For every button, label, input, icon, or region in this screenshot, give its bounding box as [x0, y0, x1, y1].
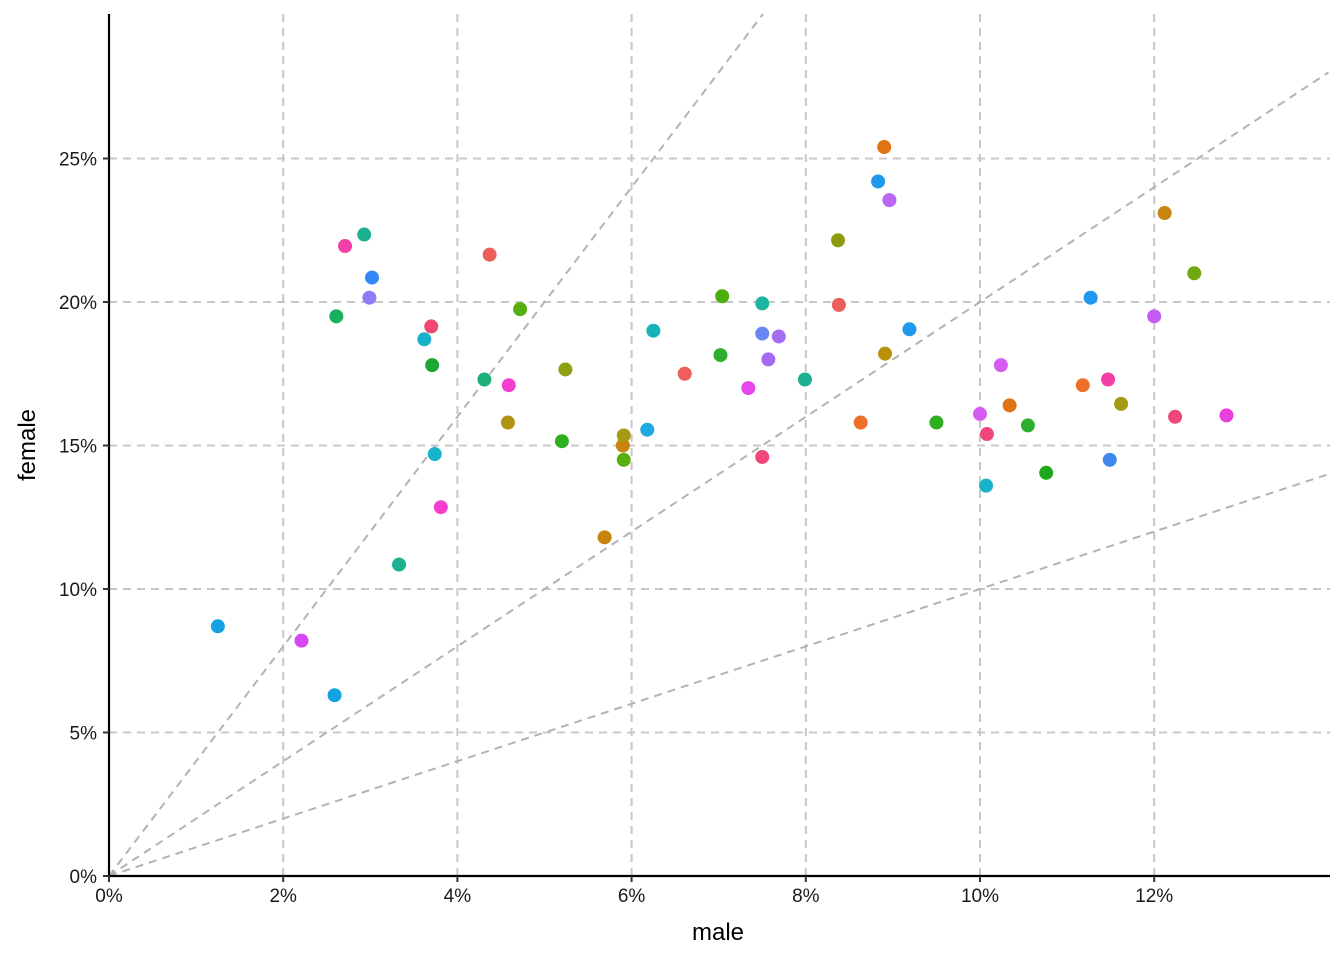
x-axis-ticks: 0% 2% 4% 6% 8% 10% 12%	[95, 876, 1173, 907]
reference-lines	[108, 13, 1329, 877]
data-point	[362, 290, 377, 305]
x-tick-label: 0%	[95, 886, 123, 907]
y-tick-label: 15%	[59, 437, 97, 458]
data-point	[597, 530, 612, 545]
x-tick-label: 10%	[961, 886, 999, 907]
data-point	[558, 362, 573, 377]
data-point	[797, 372, 812, 387]
data-point	[929, 415, 944, 430]
data-point	[741, 381, 756, 396]
data-point	[979, 478, 994, 493]
grid-lines	[109, 14, 1330, 876]
data-point	[424, 319, 439, 334]
data-point	[761, 352, 776, 367]
data-point	[357, 227, 372, 242]
data-point	[1101, 372, 1116, 387]
y-tick-label: 25%	[59, 150, 97, 171]
data-point	[755, 326, 770, 341]
data-point	[1187, 266, 1202, 281]
y-axis-title: female	[14, 409, 41, 481]
data-point	[853, 415, 868, 430]
data-point	[973, 406, 987, 421]
data-point	[338, 239, 353, 254]
x-tick-label: 8%	[792, 886, 820, 907]
data-point	[831, 233, 846, 248]
data-point	[755, 296, 770, 311]
data-point	[616, 428, 631, 443]
y-axis-ticks: 0% 5% 10% 15% 20% 25%	[59, 150, 109, 888]
data-point	[210, 619, 225, 634]
data-point	[713, 348, 728, 363]
data-point	[554, 434, 569, 449]
x-axis-title: male	[692, 919, 744, 946]
reference-line	[108, 473, 1329, 877]
x-tick-label: 12%	[1135, 886, 1173, 907]
reference-line	[108, 13, 764, 877]
data-point	[640, 422, 655, 437]
data-point	[1075, 378, 1090, 393]
data-point	[294, 633, 309, 648]
reference-line	[108, 71, 1329, 877]
data-point	[1157, 206, 1172, 221]
data-point	[425, 358, 440, 373]
data-point	[878, 346, 893, 361]
data-point	[715, 289, 730, 304]
data-point	[482, 247, 497, 262]
data-point	[882, 193, 897, 208]
data-point	[902, 322, 917, 337]
data-point	[993, 358, 1008, 373]
y-tick-label: 0%	[70, 867, 98, 888]
data-point	[327, 688, 342, 703]
data-point	[427, 447, 442, 462]
x-tick-label: 2%	[269, 886, 297, 907]
data-point	[1114, 396, 1129, 411]
data-point	[1147, 309, 1162, 324]
data-point	[616, 452, 631, 467]
y-tick-label: 10%	[59, 580, 97, 601]
data-point	[615, 438, 630, 453]
data-point	[771, 329, 786, 344]
data-point	[1020, 418, 1035, 433]
data-point	[477, 372, 492, 387]
data-point	[1039, 465, 1054, 480]
data-point	[513, 302, 528, 317]
y-tick-label: 5%	[70, 724, 98, 745]
data-point	[831, 297, 846, 312]
data-points	[210, 140, 1234, 703]
data-point	[1168, 409, 1183, 424]
data-point	[755, 449, 770, 464]
data-point	[1002, 398, 1017, 413]
data-point	[646, 323, 661, 338]
x-tick-label: 6%	[618, 886, 646, 907]
data-point	[365, 270, 380, 285]
data-point	[871, 174, 886, 189]
data-point	[433, 500, 448, 515]
data-point	[329, 309, 344, 324]
data-point	[1083, 290, 1098, 305]
data-point	[1102, 452, 1117, 467]
data-point	[979, 427, 994, 442]
x-tick-label: 4%	[444, 886, 472, 907]
data-point	[500, 415, 515, 430]
data-point	[392, 557, 407, 572]
data-point	[677, 366, 692, 381]
data-point	[501, 378, 516, 393]
y-tick-label: 20%	[59, 293, 97, 314]
data-point	[417, 332, 432, 347]
data-point	[1219, 408, 1234, 423]
data-point	[877, 140, 892, 155]
